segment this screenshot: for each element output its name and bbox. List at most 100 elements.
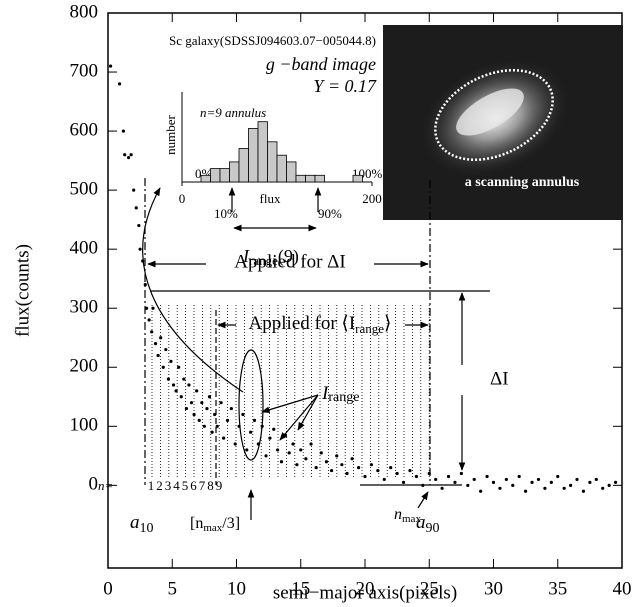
inset-label-sub: range (249, 253, 278, 268)
annotation: nmax (394, 506, 421, 525)
annulus-number: 9 (216, 478, 223, 493)
data-point (207, 395, 212, 399)
y-tick-label: 800 (70, 1, 99, 22)
annotation: n (394, 506, 402, 523)
data-point (129, 153, 133, 157)
annotation: [n (190, 515, 203, 532)
data-point (485, 474, 489, 479)
data-point (530, 480, 534, 484)
data-point (268, 436, 272, 440)
x-tick-label: 30 (484, 578, 503, 599)
inset-label: Irange(9) (242, 246, 299, 268)
hist-bar (267, 141, 278, 183)
data-point (159, 336, 163, 340)
y-tick-label: 700 (70, 60, 99, 81)
data-point (132, 188, 136, 192)
data-point (607, 483, 611, 487)
hist-bar (295, 174, 306, 183)
hist-bar (219, 168, 230, 183)
annotation: Applied for ΔI (234, 251, 345, 272)
data-point (401, 480, 406, 484)
annotation: [nmax/3] (190, 515, 240, 534)
y-tick-label: 200 (70, 356, 99, 377)
data-point (205, 406, 209, 411)
data-point (126, 156, 131, 160)
hist-bar (248, 127, 259, 183)
x-tick-label: 35 (548, 578, 567, 599)
inset-tick-label: 0 (179, 191, 186, 206)
data-point (182, 377, 186, 381)
data-point (434, 477, 438, 482)
data-point (108, 64, 113, 68)
annulus-lines (151, 305, 430, 478)
y-tick-label: 300 (70, 297, 99, 318)
hist-bar (314, 174, 325, 183)
data-point (543, 486, 547, 490)
y-tick-label: 500 (70, 178, 99, 199)
data-point (279, 460, 284, 464)
data-point (138, 247, 142, 251)
annotation: Applied for ⟨I (249, 313, 356, 334)
data-point (219, 401, 223, 405)
data-point (459, 471, 463, 476)
inset-label: 90% (318, 206, 342, 221)
y-tick-label: 100 (70, 415, 99, 436)
annotation-sub: max (203, 522, 222, 534)
data-point (287, 451, 291, 455)
inset-label: (9) (278, 246, 299, 267)
data-point (414, 474, 418, 479)
data-point (249, 430, 253, 434)
data-point (222, 436, 226, 440)
data-point (197, 418, 201, 422)
data-point (137, 223, 141, 228)
band-label: g −band image (266, 54, 376, 74)
annotation: a (130, 512, 140, 533)
data-point (195, 389, 199, 393)
data-point (601, 486, 605, 490)
data-point (121, 129, 126, 133)
data-point (345, 471, 349, 476)
hist-bar (229, 161, 240, 183)
data-point (472, 477, 476, 482)
annotation: I (321, 383, 330, 404)
data-point (491, 480, 496, 484)
data-point (161, 365, 165, 369)
data-point (210, 430, 214, 434)
data-point (291, 442, 295, 446)
inset-label: I (242, 246, 250, 266)
inset-ylabel: number (163, 114, 178, 154)
annulus-number: 8 (207, 478, 214, 493)
annotation-sub: range (355, 321, 384, 336)
data-point (324, 460, 329, 464)
annotation-lines (142, 178, 490, 520)
data-point (329, 468, 334, 473)
y-param: Y = 0.17 (313, 76, 377, 96)
hist-bar (286, 161, 297, 183)
annulus-number: 5 (182, 478, 189, 493)
hist-bar (276, 154, 287, 183)
arrow (417, 491, 429, 509)
curve-arrow (142, 187, 244, 393)
annotation: a10 (130, 512, 154, 536)
data-point (272, 427, 276, 431)
annulus-number: 6 (190, 478, 197, 493)
arrow (261, 394, 319, 414)
data-point (151, 306, 155, 310)
galaxy-name: Sc galaxy(SDSSJ094603.07−005044.8) (169, 33, 376, 48)
annotation: Irange (321, 383, 359, 405)
data-point (350, 457, 354, 461)
data-point (153, 342, 158, 346)
annulus-label: a scanning annulus (465, 175, 580, 190)
inset-tick-label: 200 (362, 191, 382, 206)
y-axis-label: flux(counts) (12, 244, 33, 337)
annotation: /3] (222, 515, 240, 532)
data-point (134, 206, 138, 210)
annulus-ellipse (238, 349, 264, 461)
x-tick-label: 40 (613, 578, 632, 599)
data-point (319, 451, 323, 455)
y-tick-label: 600 (70, 119, 99, 140)
y-tick-label: 400 (70, 238, 99, 259)
data-point (408, 468, 412, 473)
data-point (395, 471, 399, 476)
x-tick-label: 20 (356, 578, 375, 599)
